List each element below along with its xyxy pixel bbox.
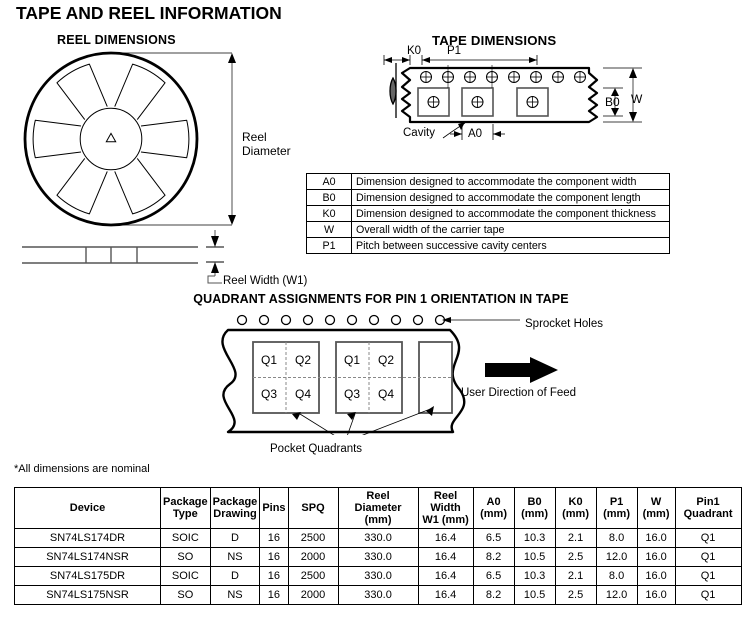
svg-text:Q1: Q1: [344, 353, 360, 367]
svg-text:Q3: Q3: [344, 387, 360, 401]
svg-text:Q3: Q3: [261, 387, 277, 401]
svg-text:Q4: Q4: [295, 387, 311, 401]
svg-text:Q1: Q1: [261, 353, 277, 367]
svg-text:Q2: Q2: [378, 353, 394, 367]
svg-text:Q4: Q4: [378, 387, 394, 401]
svg-text:Q2: Q2: [295, 353, 311, 367]
